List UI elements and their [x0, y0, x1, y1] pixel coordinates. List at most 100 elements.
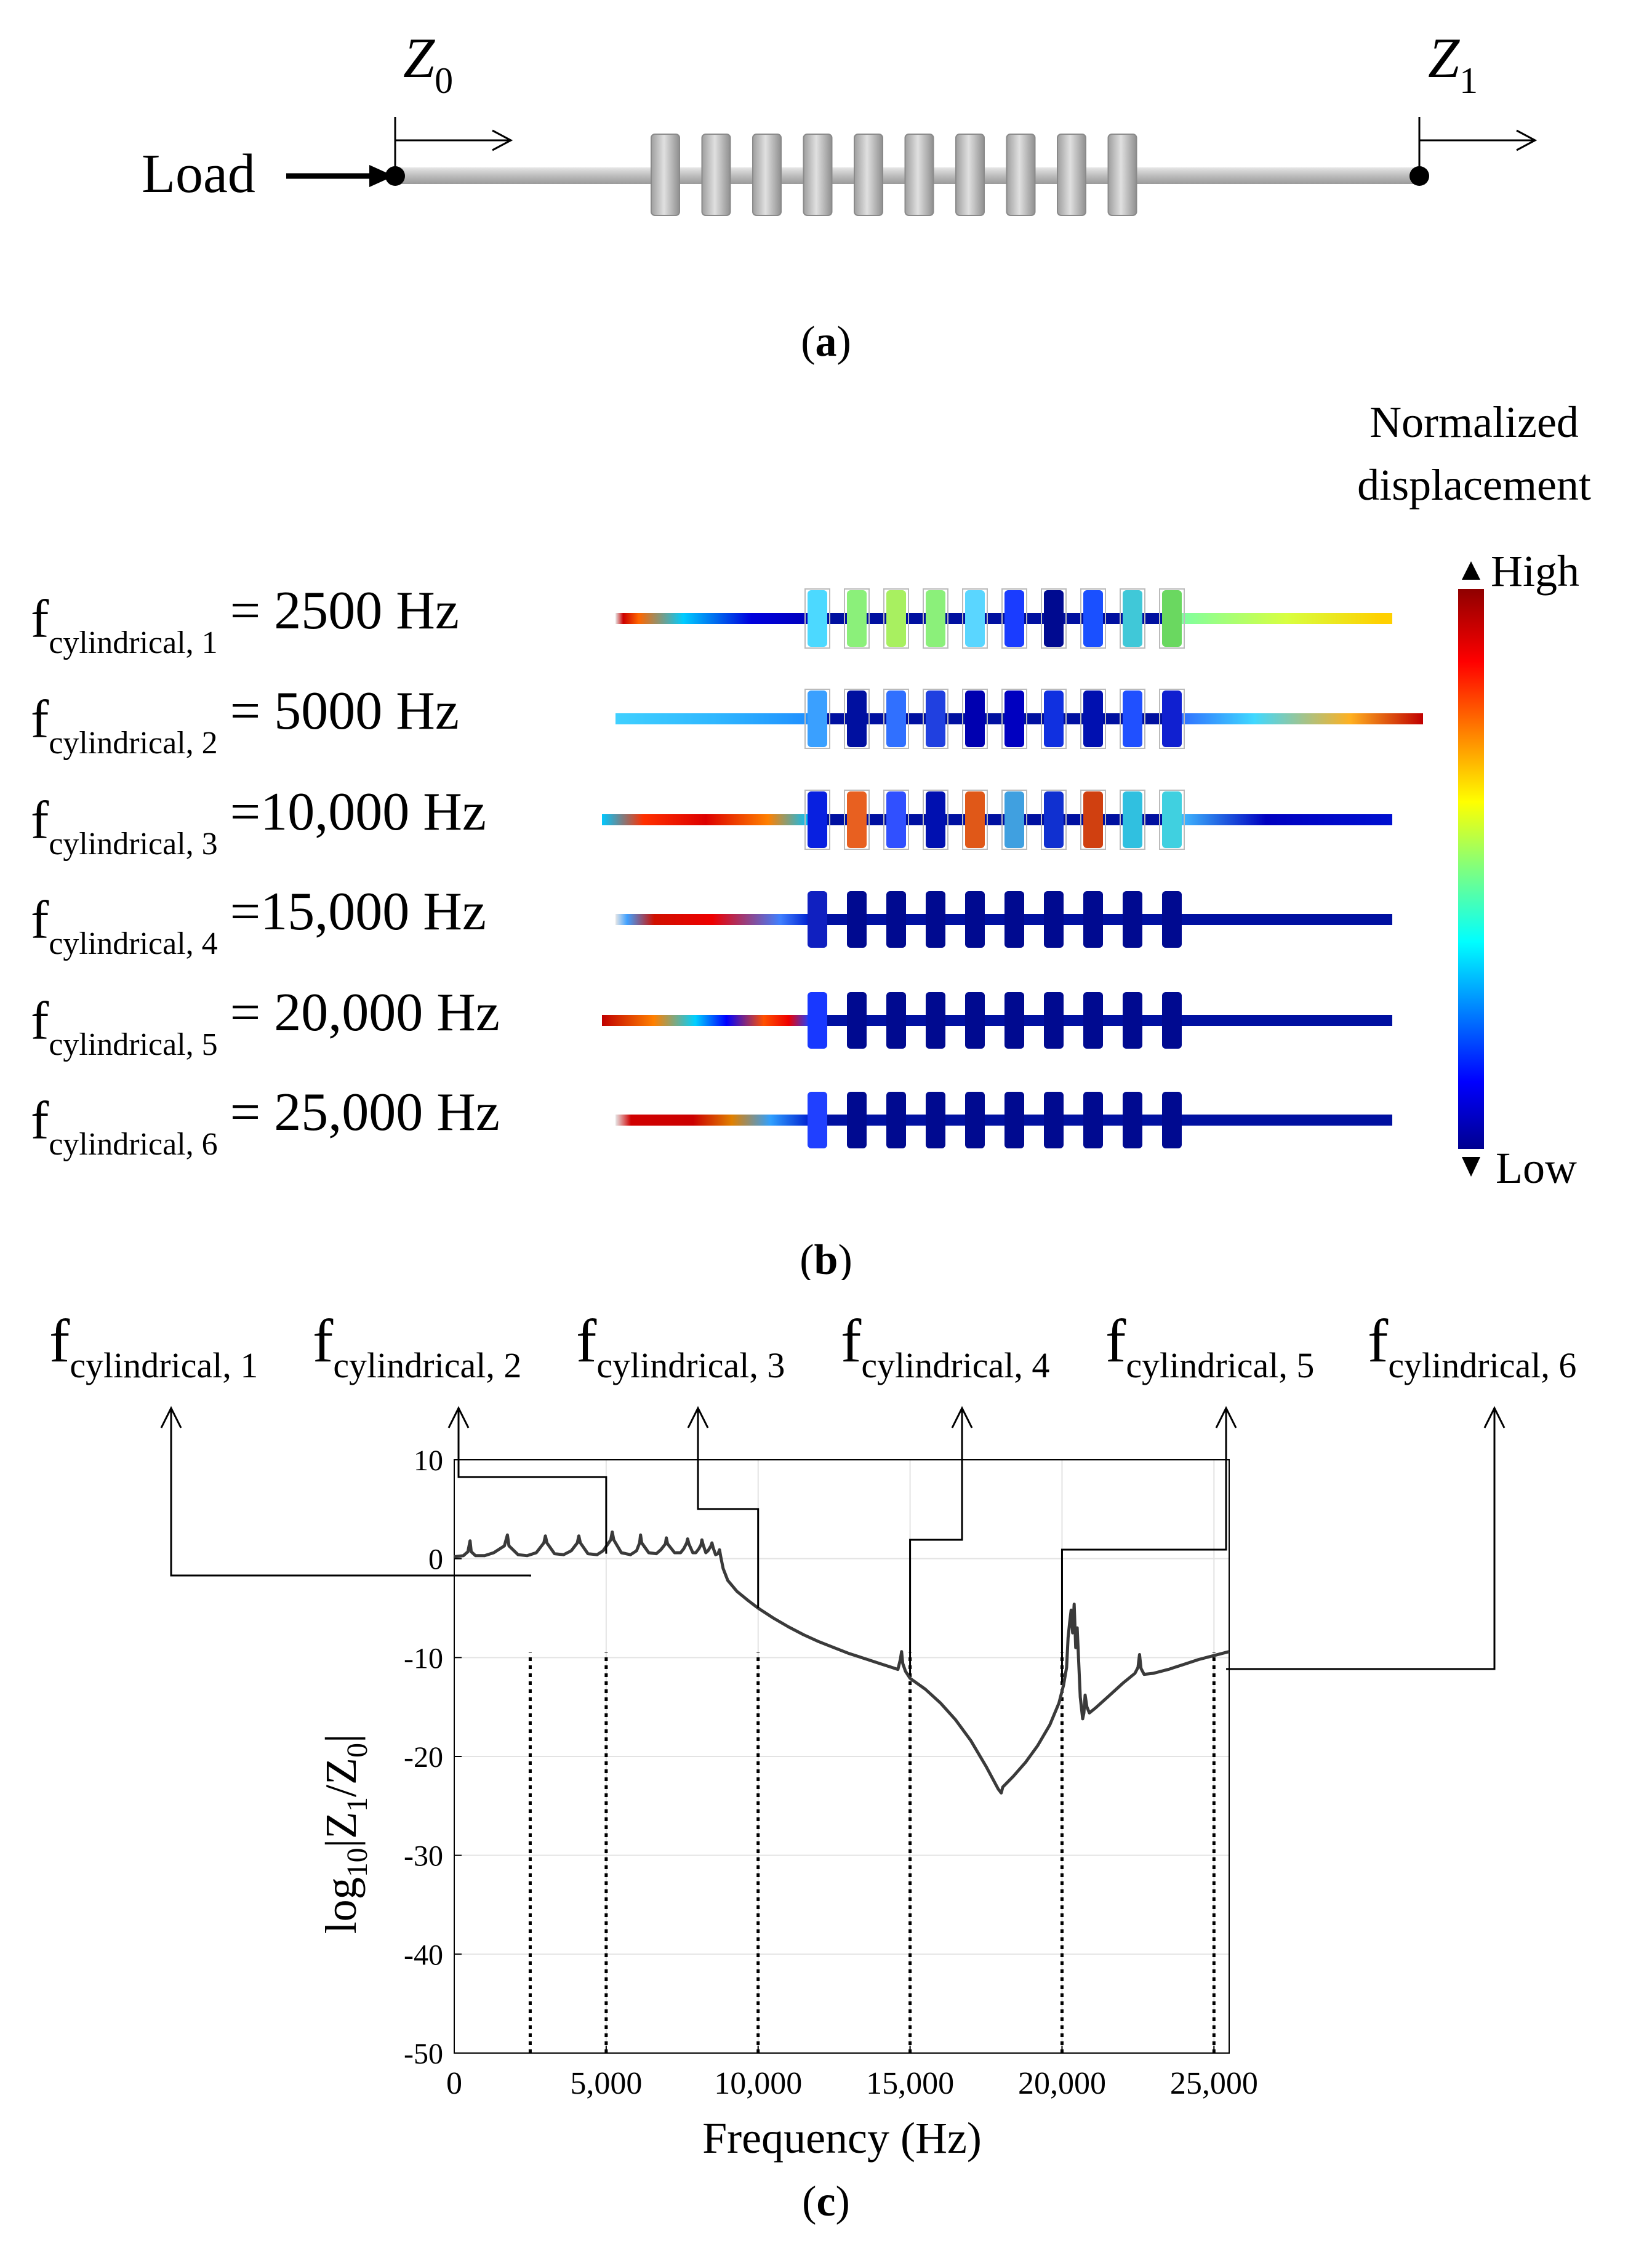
y-tick-label: -30 — [404, 1840, 443, 1873]
mode-disc — [1083, 891, 1103, 948]
undeformed-disc-outline — [1120, 790, 1145, 850]
legend-high: High — [1491, 546, 1579, 596]
mode-disc — [926, 590, 945, 647]
mode-disc — [1004, 791, 1024, 848]
mode-disc — [1004, 590, 1024, 647]
undeformed-disc-outline — [1120, 588, 1145, 649]
peak-connector — [697, 1409, 760, 1608]
mode-disc — [1004, 992, 1024, 1049]
undeformed-disc-outline — [1001, 689, 1027, 749]
undeformed-disc-outline — [844, 588, 870, 649]
mode-disc — [965, 992, 985, 1049]
undeformed-disc-outline — [1041, 790, 1067, 850]
down-triangle-icon — [1462, 1157, 1480, 1177]
mode-rod-left — [615, 1115, 809, 1126]
mode-disc — [926, 992, 945, 1049]
mode-rod-left — [602, 1015, 809, 1026]
mode-disc — [886, 1092, 906, 1148]
disc — [955, 134, 985, 216]
mode-disc — [965, 590, 985, 647]
mode-disc — [808, 1092, 827, 1148]
mode-disc — [926, 891, 945, 948]
mode-disc — [965, 1092, 985, 1148]
mode-disc — [847, 992, 867, 1049]
series-line — [454, 1530, 1230, 1795]
mode-disc — [1123, 891, 1142, 948]
disc — [904, 134, 934, 216]
frequency-label: fcylindrical, 6= 25,000 Hz — [31, 1083, 500, 1162]
y-tick-label: -10 — [404, 1642, 443, 1675]
mode-rod-left — [615, 613, 809, 624]
mode-disc — [886, 590, 906, 647]
caption-a: (a) — [801, 318, 851, 366]
undeformed-disc-outline — [1080, 588, 1106, 649]
mode-disc — [965, 891, 985, 948]
mode-disc — [847, 891, 867, 948]
load-arrowhead — [369, 165, 394, 187]
mode-rod-left — [602, 814, 809, 825]
mode-disc — [965, 791, 985, 848]
mode-disc — [1123, 791, 1142, 848]
peak-connector — [909, 1409, 963, 1676]
frequency-label: fcylindrical, 3=10,000 Hz — [31, 782, 486, 862]
peak-label: fcylindrical, 3 — [576, 1307, 785, 1385]
undeformed-disc-outline — [962, 588, 988, 649]
y-tick-label: -20 — [404, 1741, 443, 1774]
x-tick-label: 10,000 — [714, 2066, 802, 2101]
caption-b: (b) — [800, 1236, 852, 1280]
peak-label: fcylindrical, 6 — [1368, 1307, 1576, 1385]
mode-rod-right — [1182, 814, 1392, 825]
disc — [1006, 134, 1036, 216]
undeformed-disc-outline — [1159, 588, 1185, 649]
disc — [854, 134, 883, 216]
mode-rod-right — [1182, 914, 1392, 925]
undeformed-disc-outline — [923, 588, 948, 649]
y-tick-label: 0 — [428, 1543, 443, 1576]
undeformed-disc-outline — [844, 689, 870, 749]
x-axis-label: Frequency (Hz) — [702, 2113, 982, 2163]
undeformed-disc-outline — [1159, 790, 1185, 850]
mode-disc — [926, 791, 945, 848]
mode-disc — [808, 791, 827, 848]
mode-disc — [1123, 992, 1142, 1049]
peak-connector — [170, 1409, 531, 1577]
x-tick-label: 0 — [446, 2066, 462, 2101]
mode-disc — [886, 891, 906, 948]
undeformed-disc-outline — [1159, 689, 1185, 749]
legend-title-2: displacement — [1357, 460, 1591, 510]
colorbar — [1458, 589, 1484, 1149]
undeformed-disc-outline — [804, 689, 830, 749]
mode-rod-left — [615, 914, 809, 925]
z1-label: Z1 — [1428, 26, 1478, 101]
mode-disc — [1083, 992, 1103, 1049]
mode-disc — [886, 992, 906, 1049]
z0-label: Z0 — [403, 26, 453, 101]
mode-disc — [1004, 1092, 1024, 1148]
y-tick-label: -40 — [404, 1939, 443, 1971]
frequency-label: fcylindrical, 4=15,000 Hz — [31, 882, 486, 961]
mode-disc — [1123, 590, 1142, 647]
mode-disc — [1044, 992, 1064, 1049]
legend-low: Low — [1496, 1143, 1577, 1193]
mode-disc — [808, 590, 827, 647]
plot-area: 0 5,000 10,000 15,000 20,000 25,000 10 0 -10 -20 -… — [404, 1444, 1258, 2101]
y-tick-label: -50 — [404, 2038, 443, 2070]
mode-disc — [886, 791, 906, 848]
mode-rod-right — [1182, 1115, 1392, 1126]
mode-rod-right — [1182, 1015, 1392, 1026]
undeformed-disc-outline — [923, 689, 948, 749]
mode-disc — [1083, 1092, 1103, 1148]
x-tick-label: 20,000 — [1018, 2066, 1106, 2101]
undeformed-disc-outline — [804, 790, 830, 850]
up-arrow-icon — [1215, 1406, 1237, 1428]
disc — [1057, 134, 1086, 216]
x-tick-label: 15,000 — [866, 2066, 954, 2101]
up-arrow-icon — [687, 1406, 709, 1428]
disc — [803, 134, 833, 216]
y-tick-label: 10 — [414, 1444, 443, 1477]
mode-disc — [847, 791, 867, 848]
mode-disc — [808, 891, 827, 948]
frequency-label: fcylindrical, 1= 2500 Hz — [31, 581, 459, 660]
peak-connector — [457, 1409, 607, 1554]
